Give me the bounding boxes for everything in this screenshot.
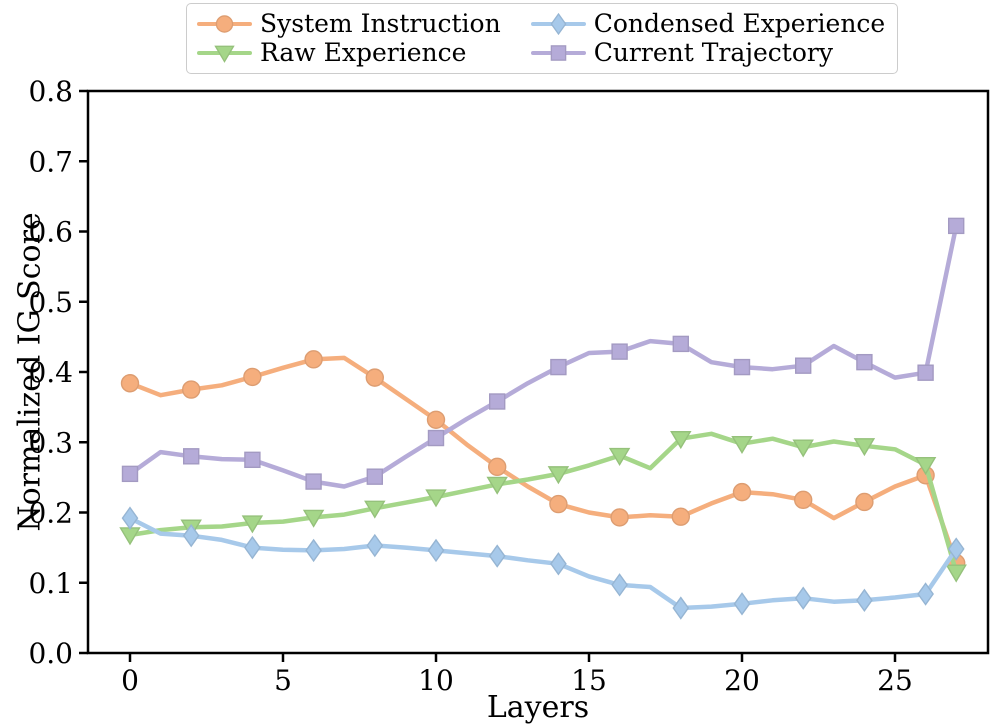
x-tick-label: 25 (877, 664, 913, 697)
marker-diamond (244, 535, 261, 560)
marker-square (672, 335, 689, 353)
marker-square (244, 451, 261, 469)
marker-circle (855, 492, 874, 512)
marker-square (121, 465, 139, 483)
legend-sample-diamond-icon (530, 12, 586, 35)
y-tick-label: 0.2 (28, 497, 73, 530)
marker-circle (488, 457, 507, 477)
marker-diamond (794, 586, 812, 610)
marker-circle (426, 410, 446, 429)
marker-triangle-down (364, 500, 386, 519)
marker-diamond (733, 592, 751, 616)
marker-triangle-down (608, 447, 631, 466)
series-line-condensed-experience (127, 515, 959, 611)
marker-triangle-down (214, 45, 235, 63)
marker-triangle-down (945, 564, 967, 583)
marker-square (305, 473, 322, 490)
marker-circle (181, 380, 201, 399)
legend-label-current-trajectory: Current Trajectory (593, 38, 833, 67)
marker-triangle-down (425, 489, 447, 508)
series-line-raw-experience (127, 431, 959, 575)
marker-square (611, 343, 628, 360)
legend: System Instruction Raw Experience Conden… (186, 3, 899, 74)
series-line-current-trajectory (127, 223, 959, 489)
marker-triangle-down (792, 439, 814, 458)
marker-triangle-down (914, 457, 937, 476)
legend-sample-square-icon (530, 44, 586, 61)
y-tick-label: 0.3 (28, 426, 73, 459)
marker-square (948, 217, 965, 235)
y-axis-label: Normalized IG Score (12, 212, 48, 532)
marker-diamond (947, 537, 965, 561)
x-tick-label: 15 (571, 664, 607, 697)
marker-square (856, 353, 873, 371)
marker-triangle-down (302, 509, 325, 528)
marker-diamond (366, 533, 384, 558)
marker-square (427, 429, 445, 447)
marker-circle (215, 14, 234, 33)
marker-diamond (550, 12, 567, 35)
marker-diamond (672, 596, 690, 620)
marker-square (182, 448, 200, 465)
marker-triangle-down (547, 466, 570, 485)
legend-sample-triangle-down-icon (197, 45, 252, 63)
legend-sample-circle-icon (197, 14, 252, 33)
marker-triangle-down (670, 431, 692, 450)
x-tick-label: 20 (724, 664, 760, 697)
marker-diamond (488, 544, 506, 568)
marker-circle (549, 494, 568, 514)
marker-square (795, 357, 812, 374)
marker-triangle-down (486, 476, 508, 495)
y-tick-label: 0.5 (28, 286, 73, 319)
marker-diamond (917, 582, 934, 606)
legend-item-raw-experience: Raw Experience (197, 38, 501, 67)
marker-circle (120, 374, 140, 393)
marker-triangle-down (731, 435, 753, 455)
x-tick-label: 0 (121, 664, 139, 697)
marker-circle (304, 350, 323, 369)
marker-triangle-down (853, 438, 876, 457)
marker-circle (794, 490, 813, 510)
y-tick-label: 0.1 (28, 567, 73, 600)
y-tick-label: 0.6 (28, 216, 73, 249)
marker-diamond (427, 538, 445, 563)
x-tick-label: 5 (274, 664, 292, 697)
marker-diamond (121, 506, 139, 530)
legend-item-current-trajectory: Current Trajectory (530, 38, 886, 67)
marker-circle (732, 482, 752, 502)
legend-label-raw-experience: Raw Experience (260, 38, 467, 67)
legend-item-system-instruction: System Instruction (197, 9, 501, 38)
marker-diamond (305, 538, 322, 563)
marker-square (550, 358, 567, 376)
x-axis-label: Layers (486, 690, 590, 725)
axes-frame (86, 89, 990, 655)
series-line-system-instruction (127, 355, 959, 566)
marker-circle (671, 507, 690, 526)
marker-diamond (611, 573, 628, 597)
x-tick-label: 10 (418, 664, 454, 697)
legend-label-system-instruction: System Instruction (260, 9, 501, 38)
y-tick-label: 0.7 (28, 145, 73, 178)
y-tick-label: 0.4 (28, 356, 73, 389)
marker-square (489, 393, 506, 410)
marker-diamond (856, 588, 873, 613)
marker-square (366, 468, 383, 485)
y-tick-label: 0.0 (28, 637, 73, 670)
marker-diamond (550, 552, 567, 576)
marker-square (733, 358, 751, 376)
marker-circle (610, 508, 629, 527)
marker-diamond (182, 523, 200, 548)
legend-item-condensed-experience: Condensed Experience (530, 9, 886, 38)
marker-square (917, 364, 934, 381)
y-tick-label: 0.8 (28, 75, 73, 108)
legend-label-condensed-experience: Condensed Experience (593, 9, 886, 38)
marker-circle (243, 367, 262, 387)
marker-triangle-down (241, 515, 264, 534)
marker-square (550, 44, 566, 61)
marker-circle (365, 368, 384, 387)
